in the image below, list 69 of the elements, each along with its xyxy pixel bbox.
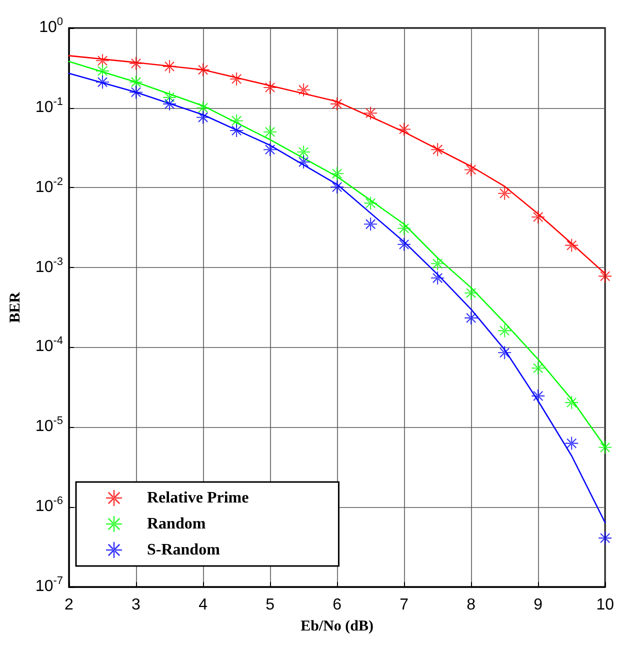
point — [398, 222, 411, 235]
x-tick-label: 3 — [132, 596, 141, 614]
y-tick-label: 10$^{-3}$ — [35, 256, 63, 276]
point — [565, 238, 578, 252]
x-axis-title: Eb/No (dB) — [300, 618, 374, 634]
y-tick-label: 10$^{-6}$ — [35, 495, 63, 516]
point — [230, 72, 244, 86]
y-tick-label: 10$^{-2}$ — [35, 176, 63, 196]
point — [297, 155, 310, 168]
point — [364, 218, 378, 231]
point — [297, 146, 310, 159]
point — [163, 97, 176, 110]
point — [163, 60, 176, 73]
point — [464, 286, 478, 300]
point — [532, 389, 545, 402]
x-tick-label: 10 — [596, 596, 614, 614]
point — [431, 143, 444, 156]
point — [196, 110, 210, 124]
point — [130, 76, 143, 89]
point — [498, 346, 512, 360]
point — [565, 396, 578, 410]
point — [498, 324, 512, 338]
x-tick-label: 6 — [332, 596, 342, 614]
y-tick-label: 10$^{-1}$ — [35, 96, 63, 116]
x-tick-label: 8 — [466, 596, 476, 614]
point — [130, 56, 143, 70]
point — [565, 436, 578, 450]
point — [264, 125, 277, 138]
point — [330, 167, 344, 180]
x-tick-label: 2 — [64, 596, 74, 614]
x-tick-label: 5 — [266, 596, 275, 614]
point — [464, 163, 478, 176]
y-tick-label: 10$^{-5}$ — [35, 415, 63, 436]
point — [230, 124, 244, 138]
y-axis-title: BER — [8, 292, 24, 323]
point — [196, 63, 210, 76]
point — [96, 64, 110, 78]
x-tick-label: 4 — [198, 596, 208, 614]
point — [431, 257, 444, 270]
point — [364, 106, 378, 120]
point — [364, 196, 378, 210]
point — [330, 97, 344, 110]
point — [598, 270, 612, 283]
point — [230, 114, 244, 128]
point — [498, 186, 512, 200]
point — [297, 83, 310, 96]
point — [264, 80, 277, 94]
point — [464, 311, 478, 324]
point — [532, 210, 545, 224]
y-tick-label: 10$^{-4}$ — [35, 335, 63, 356]
point — [264, 143, 277, 156]
point — [196, 101, 210, 114]
legend-label: Random — [147, 516, 206, 532]
point — [96, 54, 110, 68]
legend-label: Relative Prime — [147, 490, 249, 506]
point — [532, 362, 545, 375]
point — [431, 272, 444, 285]
x-tick-label: 7 — [400, 596, 409, 614]
x-tick-label: 9 — [534, 596, 543, 614]
y-tick-label: 10$^{0}$ — [39, 16, 63, 36]
point — [330, 180, 344, 194]
point — [598, 532, 612, 545]
point — [398, 238, 411, 251]
point — [598, 440, 612, 454]
y-tick-label: 10$^{-7}$ — [35, 575, 63, 595]
point — [96, 76, 110, 89]
legend-label: S-Random — [147, 542, 221, 558]
point — [130, 86, 143, 99]
point — [398, 122, 411, 136]
